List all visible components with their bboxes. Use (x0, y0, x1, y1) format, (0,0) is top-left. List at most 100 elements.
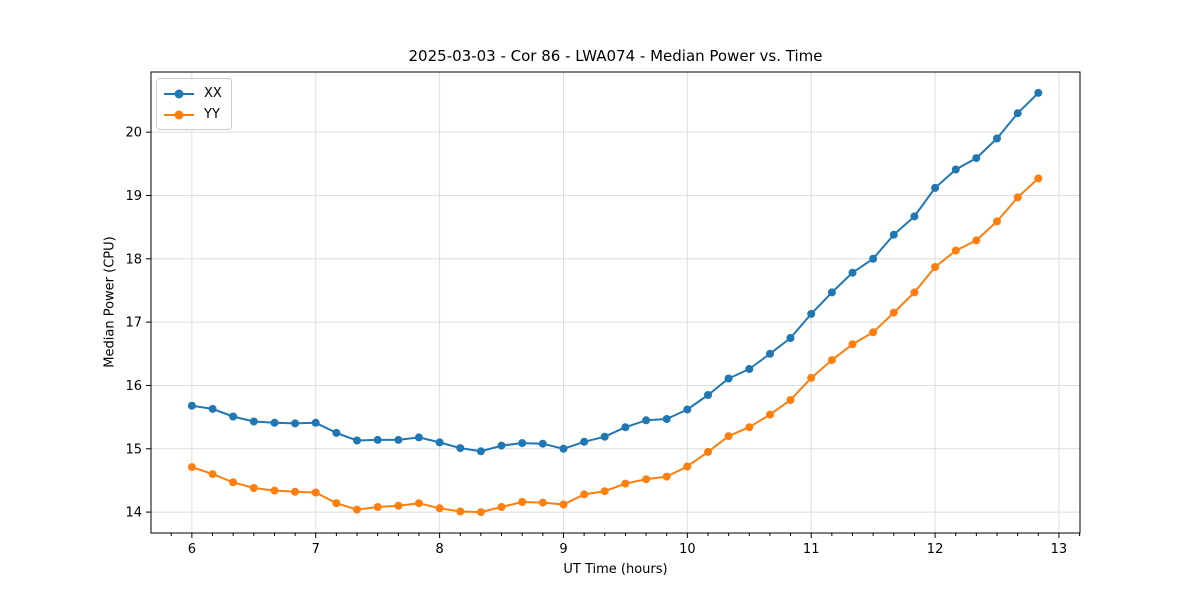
data-point-marker (786, 396, 795, 404)
data-point-marker (766, 349, 774, 358)
data-point-marker (745, 423, 754, 432)
data-point-marker (848, 340, 857, 349)
y-tick-label: 15 (125, 442, 142, 457)
data-point-marker (538, 439, 547, 448)
data-point-marker (208, 470, 217, 479)
data-point-marker (931, 183, 940, 192)
y-tick-label: 16 (125, 379, 142, 394)
gridlines (151, 72, 1080, 533)
data-point-marker (807, 309, 816, 318)
data-point-marker (621, 423, 630, 432)
data-point-marker (910, 212, 919, 221)
data-point-marker (972, 154, 981, 163)
data-point-marker (249, 417, 258, 426)
data-point-marker (373, 503, 382, 511)
data-point-marker (497, 441, 506, 450)
tick-labels: 6 7 8 9 10 11 12 13 14 15 16 17 18 19 20 (125, 126, 1067, 557)
series-xx (187, 88, 1043, 456)
data-point-marker (332, 428, 341, 437)
data-point-marker (704, 447, 712, 456)
data-point-marker (229, 412, 238, 421)
data-point-marker (889, 308, 898, 317)
data-point-marker (456, 444, 465, 453)
x-tick-label: 12 (927, 542, 944, 557)
data-point-marker (394, 501, 403, 510)
y-axis-label: Median Power (CPU) (102, 236, 118, 368)
data-point-marker (642, 475, 651, 484)
data-point-marker (662, 415, 671, 423)
data-point-marker (704, 391, 712, 399)
y-tick-label: 18 (125, 252, 142, 267)
data-point-marker (249, 484, 258, 492)
data-point-marker (187, 401, 196, 410)
legend: XX YY (156, 78, 232, 130)
data-point-marker (951, 246, 960, 255)
series-yy (187, 174, 1043, 517)
legend-item-xx: XX (164, 83, 222, 104)
data-point-marker (642, 416, 651, 425)
data-point-marker (993, 134, 1001, 143)
data-point-marker (827, 288, 836, 297)
data-point-marker (993, 217, 1001, 226)
y-tick-label: 20 (125, 126, 142, 141)
data-point-marker (559, 444, 568, 453)
chart-title: 2025-03-03 - Cor 86 - LWA074 - Median Po… (408, 47, 823, 65)
x-tick-label: 7 (312, 542, 320, 557)
data-point-marker (889, 230, 898, 239)
x-tick-label: 9 (559, 542, 567, 557)
data-point-marker (745, 365, 754, 373)
data-point-marker (951, 165, 960, 174)
data-point-marker (208, 404, 217, 413)
data-point-marker (394, 435, 403, 444)
data-point-marker (414, 433, 423, 442)
data-point-marker (683, 462, 692, 471)
data-point-marker (476, 508, 485, 517)
data-point-marker (518, 439, 527, 448)
data-point-marker (291, 487, 300, 496)
legend-item-yy: YY (164, 104, 222, 125)
data-point-marker (456, 507, 465, 516)
data-point-marker (187, 463, 196, 472)
data-point-marker (538, 498, 547, 507)
data-point-marker (332, 499, 341, 508)
data-point-marker (827, 356, 836, 365)
y-tick-label: 19 (125, 189, 142, 204)
line-marker-icon (164, 110, 194, 120)
data-point-marker (580, 490, 589, 499)
data-point-marker (600, 432, 609, 441)
legend-label-yy: YY (204, 107, 220, 122)
data-point-marker (1013, 193, 1022, 202)
plot-spines (150, 71, 1081, 534)
data-point-marker (580, 437, 589, 446)
data-point-marker (869, 328, 878, 337)
data-point-marker (931, 263, 940, 271)
data-point-marker (724, 374, 733, 383)
axis-ticks (146, 131, 1081, 538)
data-point-marker (662, 472, 671, 481)
x-tick-label: 11 (803, 542, 820, 557)
x-tick-label: 10 (679, 542, 696, 557)
x-tick-label: 6 (188, 542, 196, 557)
data-point-marker (600, 487, 609, 496)
data-point-marker (497, 503, 506, 511)
y-tick-label: 17 (125, 316, 142, 331)
data-point-marker (291, 419, 300, 428)
data-point-marker (869, 254, 878, 263)
data-point-marker (559, 500, 568, 509)
data-point-marker (270, 418, 279, 427)
data-point-marker (848, 268, 857, 277)
y-tick-label: 14 (125, 506, 142, 521)
line-marker-icon (164, 89, 194, 99)
data-point-marker (270, 486, 279, 495)
data-point-marker (353, 436, 361, 445)
data-point-marker (353, 505, 361, 514)
data-point-marker (435, 438, 444, 447)
data-point-marker (683, 405, 692, 414)
data-point-marker (621, 479, 630, 488)
data-point-marker (1034, 174, 1043, 183)
data-point-marker (972, 236, 981, 245)
data-point-marker (435, 504, 444, 513)
data-point-marker (311, 418, 320, 427)
